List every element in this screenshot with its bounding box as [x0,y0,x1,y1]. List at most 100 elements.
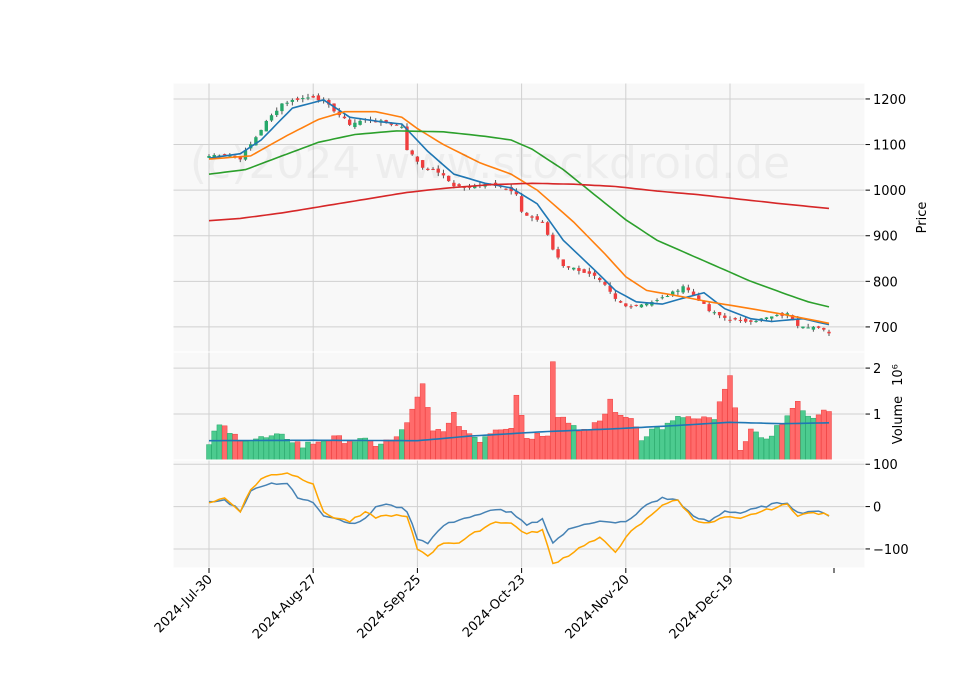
volume-bar [581,429,587,461]
volume-bar [638,440,645,461]
candle-body [275,110,279,116]
volume-bar [654,427,660,461]
volume-bar [279,433,285,461]
candle-body [702,301,706,304]
volume-bar [518,415,525,461]
moving-average-line [208,130,830,308]
candle-body [436,168,440,173]
candle-body [347,119,352,125]
volume-bar [315,441,322,461]
volume-bar [742,441,749,461]
watermark-text: (c)2024 www.stockdroid.de [190,138,790,189]
candle-body [603,282,607,285]
volume-bar [310,443,316,461]
candle-body [697,295,701,301]
volume-bar [649,428,655,461]
price-axis-tick-label: 900 [873,230,898,245]
volume-bar [617,414,624,461]
volume-bar [795,401,801,461]
candle-body [749,320,753,322]
candle-body [285,102,289,104]
candle-body [639,304,644,308]
candle-body [545,222,550,235]
candle-body [686,287,691,291]
volume-bar [685,416,692,461]
volume-bar [576,431,582,461]
volume-bar [623,416,629,461]
volume-bar [586,429,593,461]
volume-bar [352,441,358,461]
volume-bar [284,439,290,461]
candle-body [790,315,795,321]
volume-bar [544,435,551,461]
candle-body [358,120,362,125]
volume-bar [539,435,546,461]
candle-body [707,304,711,312]
candle-body [264,120,269,132]
volume-bar [643,436,650,461]
volume-bar [242,440,249,461]
volume-bar [221,425,228,461]
candle-body [644,303,649,306]
candle-body [634,304,638,306]
moving-average-line [208,182,830,222]
candle-body [316,95,321,101]
volume-bar [716,401,723,461]
candle-body [238,157,242,160]
volume-bar [487,433,494,461]
candle-body [743,318,748,322]
volume-bar [597,420,603,461]
candle-body [301,98,305,100]
volume-bar [419,383,426,461]
volume-bar [591,422,598,461]
volume-bar [253,438,259,461]
candle-body [733,318,737,320]
price-axis-label: Price [915,202,930,234]
candle-body [519,196,524,212]
candle-body [212,155,216,157]
candle-body [775,314,779,316]
volume-bar [779,424,785,461]
volume-axis-tick-label: 2 [873,362,881,377]
candle-body [723,315,727,318]
oscillator-panel-background [173,460,865,568]
volume-bar [451,412,457,461]
candle-body [613,293,618,299]
candle-body [728,319,732,321]
volume-bar [440,431,447,461]
candle-body [452,182,456,187]
volume-bar [268,435,275,461]
volume-bar [294,441,301,461]
oscillator-panel-frame [172,459,866,569]
volume-bar [216,424,223,461]
volume-bar [727,375,733,461]
candle-body [754,321,758,323]
candle-body [785,313,790,316]
candle-body [405,126,409,151]
candle-body [561,259,565,267]
candle-body [629,306,633,308]
candle-body [306,97,310,99]
volume-bar [388,439,395,461]
volume-bar [211,430,217,461]
moving-average-line [208,110,830,325]
candle-body [681,286,685,293]
candle-body [254,137,258,146]
volume-bar [482,436,488,461]
candle-body [806,327,810,329]
volume-bar [305,441,311,461]
candle-body [415,156,420,162]
candle-body [764,317,769,320]
candle-body [796,319,800,326]
candle-body [712,312,717,314]
candle-body [342,116,347,119]
volume-bar [633,426,639,461]
volume-bar [560,416,567,461]
volume-bar [826,411,832,461]
oscillator-line [208,482,830,545]
volume-bar [524,438,530,461]
candle-body [587,271,592,274]
candle-body [431,168,435,170]
candle-body [608,285,612,292]
